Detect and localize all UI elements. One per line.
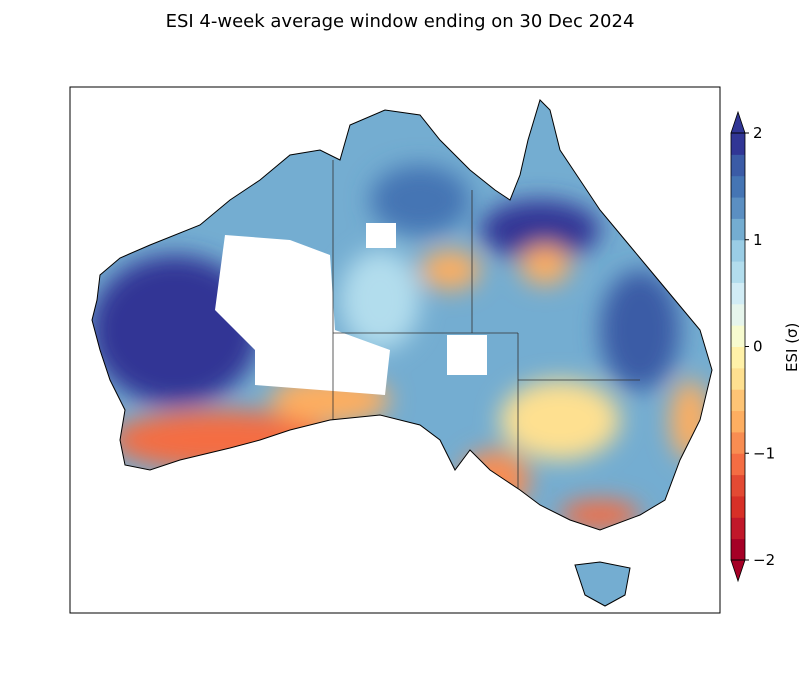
chart-title: ESI 4-week average window ending on 30 D… bbox=[165, 11, 635, 32]
colorbar-segment bbox=[731, 517, 745, 540]
colorbar-segment bbox=[731, 474, 745, 497]
colorbar-segment bbox=[731, 197, 745, 219]
colorbar-extend-max bbox=[730, 110, 746, 134]
colorbar-segment bbox=[731, 218, 745, 241]
colorbar-segment bbox=[731, 175, 745, 198]
colorbar-tick-label: −2 bbox=[753, 551, 775, 569]
colorbar-segment bbox=[731, 431, 745, 454]
colorbar-segment bbox=[731, 346, 745, 369]
colorbar: 2 1 0 −1 −2 bbox=[730, 110, 775, 583]
colorbar-segment bbox=[731, 538, 745, 561]
colorbar-extend-min bbox=[730, 559, 746, 583]
coastline bbox=[91, 99, 713, 607]
colorbar-segment bbox=[731, 367, 745, 390]
colorbar-segment bbox=[731, 261, 745, 283]
colorbar-segment bbox=[731, 325, 745, 347]
colorbar-tick-label: 1 bbox=[753, 231, 763, 249]
colorbar-segment bbox=[731, 282, 745, 305]
colorbar-segment bbox=[731, 303, 745, 326]
colorbar-tick-label: 2 bbox=[753, 124, 763, 142]
state-borders bbox=[332, 160, 640, 520]
colorbar-segment bbox=[731, 389, 745, 412]
colorbar-label: ESI (σ) bbox=[783, 322, 800, 372]
colorbar-tick-label: −1 bbox=[753, 444, 775, 462]
colorbar-segment bbox=[731, 133, 745, 155]
colorbar-segment bbox=[731, 453, 745, 476]
colorbar-segment bbox=[731, 239, 745, 262]
colorbar-tick-label: 0 bbox=[753, 338, 763, 356]
colorbar-segment bbox=[731, 154, 745, 177]
colorbar-segment bbox=[731, 410, 745, 433]
colorbar-segment bbox=[731, 495, 745, 518]
